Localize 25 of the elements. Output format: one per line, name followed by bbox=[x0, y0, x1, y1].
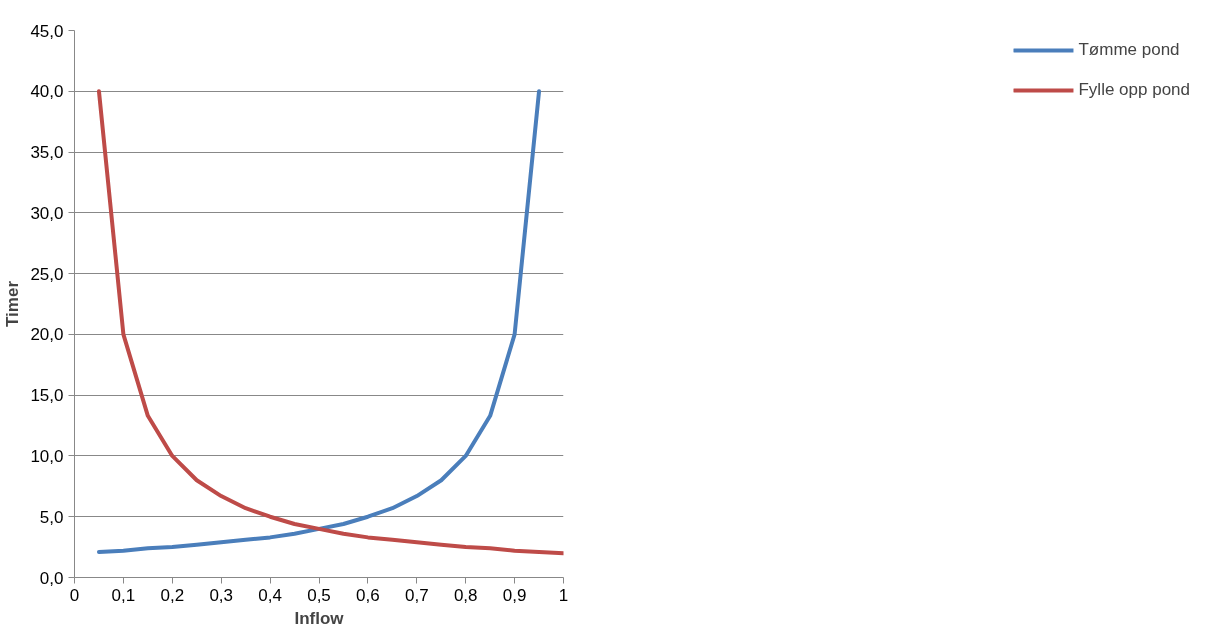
y-tick-label: 20,0 bbox=[30, 325, 64, 345]
y-tick-label: 15,0 bbox=[30, 386, 64, 406]
y-tick-label: 0,0 bbox=[39, 568, 64, 588]
x-tick-label: 0,9 bbox=[502, 585, 527, 605]
x-tick-label: 0,2 bbox=[160, 585, 185, 605]
y-tick-label: 30,0 bbox=[30, 203, 64, 223]
y-tick-label: 5,0 bbox=[39, 507, 64, 527]
x-tick-label: 0,8 bbox=[453, 585, 478, 605]
x-axis-title: Inflow bbox=[294, 608, 345, 628]
x-tick-label: 0,7 bbox=[404, 585, 429, 605]
x-tick-label: 0,6 bbox=[356, 585, 380, 605]
y-tick-label: 10,0 bbox=[30, 446, 64, 466]
legend-label: Tømme pond bbox=[1078, 40, 1180, 60]
y-tick-label: 35,0 bbox=[30, 143, 64, 163]
x-tick-label: 1 bbox=[558, 585, 569, 605]
y-tick-label: 45,0 bbox=[30, 21, 64, 41]
x-tick-label: 0 bbox=[69, 585, 80, 605]
x-tick-label: 0,5 bbox=[307, 585, 331, 605]
x-tick-label: 0,1 bbox=[111, 585, 136, 605]
y-tick-label: 40,0 bbox=[30, 82, 64, 102]
y-axis-title: Timer bbox=[3, 280, 23, 327]
x-tick-label: 0,4 bbox=[258, 585, 282, 605]
legend-label: Fylle opp pond bbox=[1078, 80, 1190, 100]
y-tick-label: 25,0 bbox=[30, 264, 64, 284]
x-tick-label: 0,3 bbox=[209, 585, 234, 605]
